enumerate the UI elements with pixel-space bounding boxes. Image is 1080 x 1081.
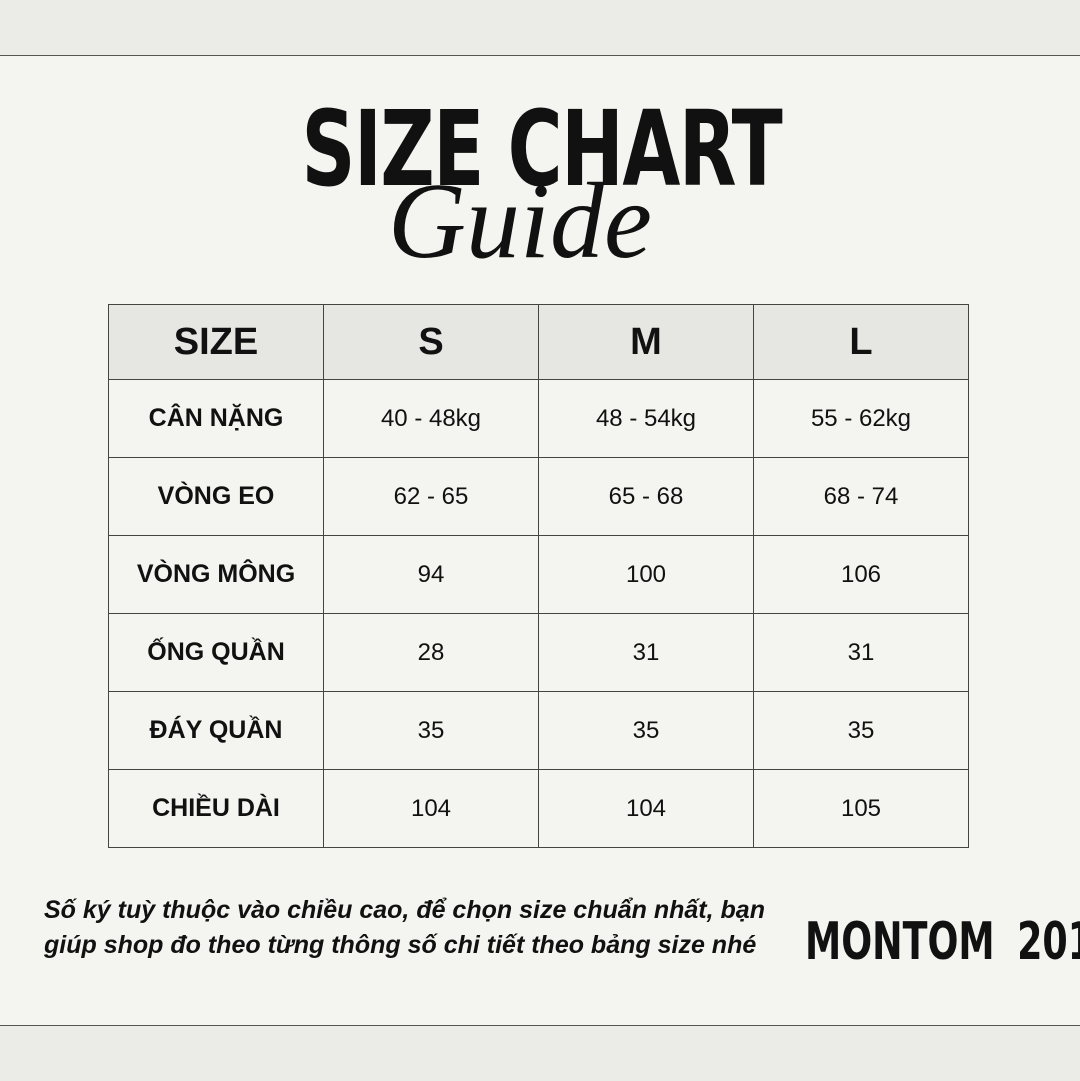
row: CÂN NẶNG 40 - 48kg 48 - 54kg 55 - 62kg [108, 379, 969, 458]
cell: 65 - 68 [538, 457, 754, 536]
subtitle: Guide [388, 162, 652, 281]
cell: 35 [753, 691, 969, 770]
cell: 104 [323, 769, 539, 848]
title: SIZE CHART [301, 88, 782, 210]
top-band [0, 0, 1080, 56]
cell: 48 - 54kg [538, 379, 754, 458]
row: ĐÁY QUẦN 35 35 35 [108, 691, 969, 770]
size-table: SIZE S M L CÂN NẶNG 40 - 48kg 48 - 54kg 55 - 62… [108, 304, 969, 848]
cell: 35 [538, 691, 754, 770]
cell: 106 [753, 535, 969, 614]
row-header: ĐÁY QUẦN [108, 691, 324, 770]
row-header: VÒNG MÔNG [108, 535, 324, 614]
cell: 31 [538, 613, 754, 692]
header-cell: S [323, 304, 539, 380]
row: CHIỀU DÀI 104 104 105 [108, 769, 969, 848]
brand: MONTOM 2016 [805, 912, 1080, 972]
cell: 100 [538, 535, 754, 614]
row-header: ỐNG QUẦN [108, 613, 324, 692]
cell: 68 - 74 [753, 457, 969, 536]
bottom-band [0, 1025, 1080, 1081]
row-header: CÂN NẶNG [108, 379, 324, 458]
cell: 55 - 62kg [753, 379, 969, 458]
row-header: VÒNG EO [108, 457, 324, 536]
cell: 62 - 65 [323, 457, 539, 536]
cell: 105 [753, 769, 969, 848]
row-header: CHIỀU DÀI [108, 769, 324, 848]
row: VÒNG EO 62 - 65 65 - 68 68 - 74 [108, 457, 969, 536]
cell: 94 [323, 535, 539, 614]
cell: 104 [538, 769, 754, 848]
header-cell: M [538, 304, 754, 380]
row: ỐNG QUẦN 28 31 31 [108, 613, 969, 692]
cell: 28 [323, 613, 539, 692]
note: Số ký tuỳ thuộc vào chiều cao, để chọn s… [44, 896, 765, 959]
header-cell: L [753, 304, 969, 380]
row: VÒNG MÔNG 94 100 106 [108, 535, 969, 614]
header-row: SIZE S M L [108, 304, 969, 380]
cell: 35 [323, 691, 539, 770]
cell: 40 - 48kg [323, 379, 539, 458]
header-cell: SIZE [108, 304, 324, 380]
cell: 31 [753, 613, 969, 692]
